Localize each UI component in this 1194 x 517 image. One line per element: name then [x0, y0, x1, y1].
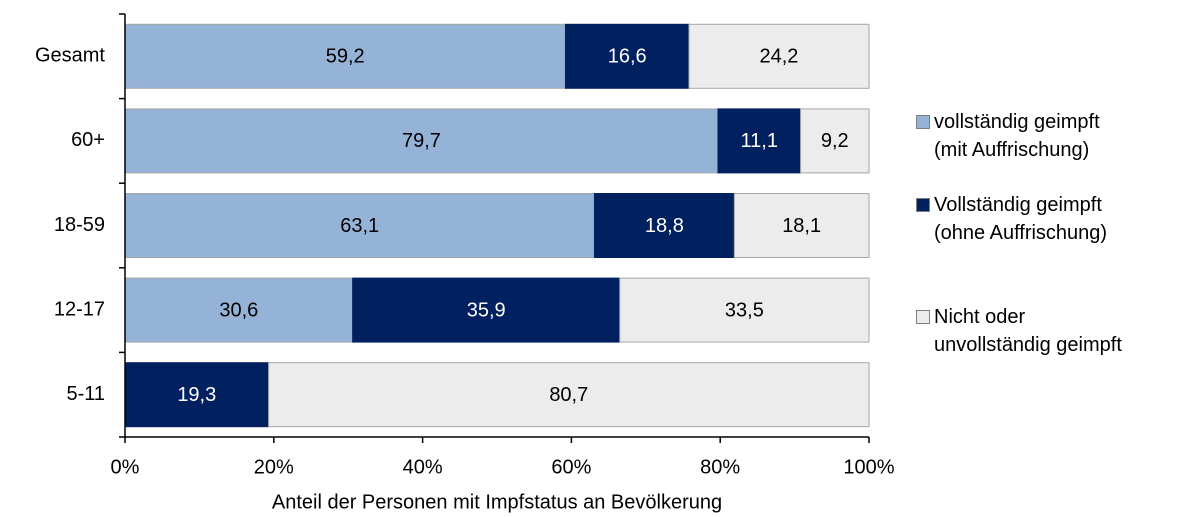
value-label: 11,1 — [741, 130, 778, 152]
value-label: 24,2 — [760, 46, 799, 68]
x-tick-label: 60% — [551, 456, 591, 478]
y-tick-label: Gesamt — [35, 45, 105, 67]
value-label: 30,6 — [219, 299, 258, 321]
value-label: 19,3 — [177, 384, 216, 406]
value-label: 79,7 — [402, 130, 441, 152]
bar-segment — [733, 193, 870, 258]
bar-segment — [619, 277, 870, 343]
legend-swatch — [916, 310, 930, 324]
value-label: 59,2 — [326, 46, 365, 68]
x-tick-label: 40% — [403, 456, 443, 478]
value-label: 18,1 — [782, 215, 821, 237]
bar-segment — [124, 277, 354, 343]
bar-segment — [268, 362, 870, 428]
legend-entry: vollständig geimpft (mit Auffrischung) — [916, 108, 1100, 164]
bar-segment — [717, 108, 802, 174]
legend-label: Vollständig geimpft (ohne Auffrischung) — [934, 194, 1108, 244]
value-label: 80,7 — [549, 384, 588, 406]
value-label: 9,2 — [821, 130, 849, 152]
bar-segment — [124, 23, 566, 89]
legend-entry: Nicht oder unvollständig geimpft — [916, 303, 1122, 359]
value-label: 35,9 — [467, 299, 506, 321]
legend-label: Nicht oder unvollständig geimpft — [934, 306, 1122, 356]
value-label: 33,5 — [725, 299, 764, 321]
legend-swatch — [916, 115, 930, 129]
bar-segment — [124, 193, 595, 258]
x-axis-title: Anteil der Personen mit Impfstatus an Be… — [272, 491, 722, 513]
y-tick-label: 5-11 — [66, 383, 105, 405]
bar-segment — [124, 108, 719, 174]
y-tick-label: 12-17 — [54, 298, 105, 320]
legend-swatch — [916, 198, 930, 212]
bar-segment — [124, 362, 270, 428]
x-tick-label: 0% — [111, 456, 140, 478]
y-tick-label: 18-59 — [54, 214, 105, 236]
x-tick-label: 80% — [700, 456, 740, 478]
legend-label: vollständig geimpft (mit Auffrischung) — [934, 111, 1100, 161]
bar-segment — [688, 23, 870, 89]
bar-segment — [593, 193, 735, 258]
value-label: 63,1 — [340, 215, 379, 237]
x-tick-label: 20% — [254, 456, 294, 478]
value-label: 18,8 — [645, 215, 684, 237]
bar-segment — [564, 23, 690, 89]
bar-segment — [800, 108, 870, 174]
legend-entry: Vollständig geimpft (ohne Auffrischung) — [916, 191, 1107, 247]
x-tick-label: 100% — [843, 456, 894, 478]
value-label: 16,6 — [608, 46, 647, 68]
y-tick-label: 60+ — [71, 129, 105, 151]
